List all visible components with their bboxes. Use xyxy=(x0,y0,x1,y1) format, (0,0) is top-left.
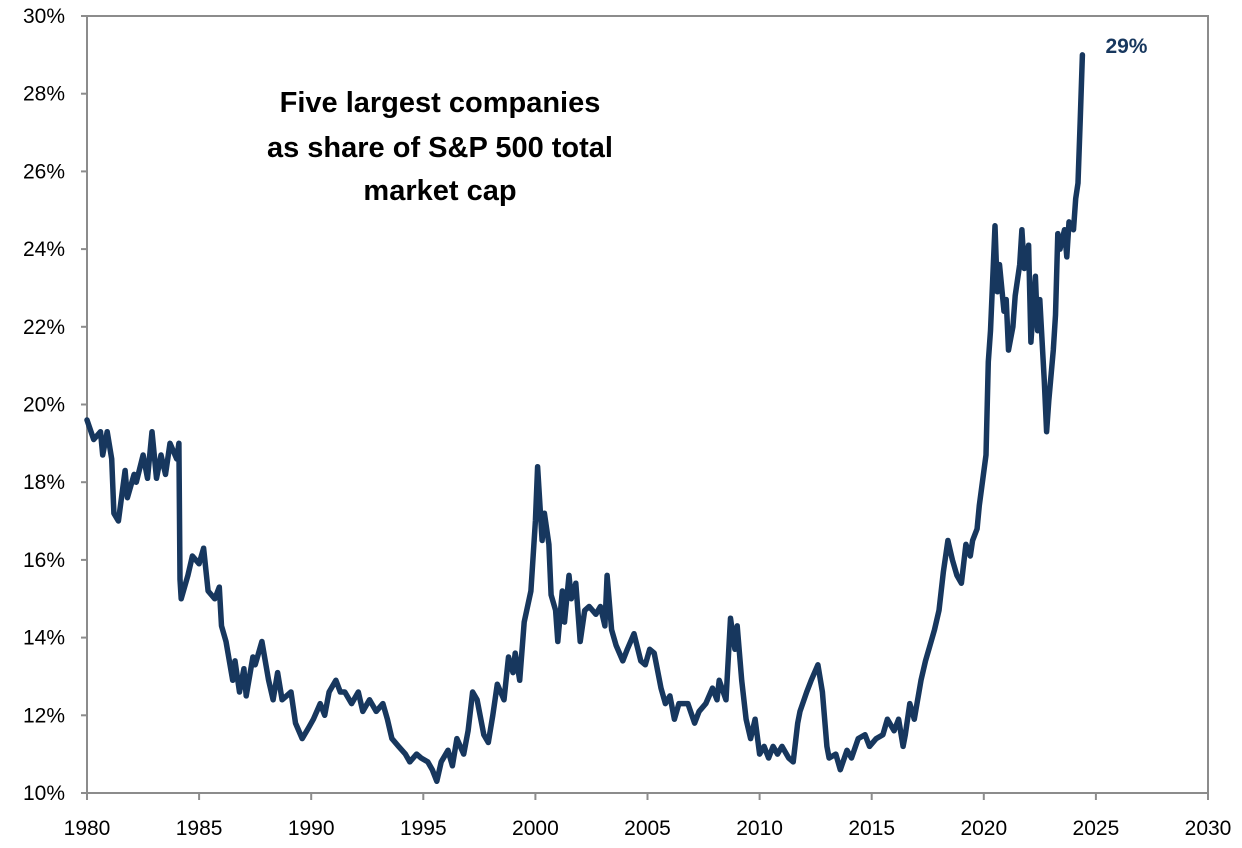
y-tick-label: 10% xyxy=(23,782,65,805)
x-tick-label: 1985 xyxy=(176,817,223,840)
chart-title-line-2: as share of S&P 500 total xyxy=(267,132,613,164)
y-tick-label: 18% xyxy=(23,471,65,494)
last-value-annotation: 29% xyxy=(1105,35,1147,58)
y-tick-label: 28% xyxy=(23,83,65,106)
chart-title-line-3: market cap xyxy=(363,175,516,207)
x-tick-label: 2020 xyxy=(960,817,1007,840)
x-tick-label: 2005 xyxy=(624,817,671,840)
y-tick-label: 26% xyxy=(23,160,65,183)
x-tick-label: 1990 xyxy=(288,817,335,840)
y-tick-label: 30% xyxy=(23,5,65,28)
y-tick-label: 12% xyxy=(23,704,65,727)
plot-area xyxy=(86,15,1209,794)
y-tick-label: 14% xyxy=(23,627,65,650)
y-tick-label: 22% xyxy=(23,316,65,339)
x-tick-label: 1980 xyxy=(64,817,111,840)
x-tick-label: 1995 xyxy=(400,817,447,840)
x-tick-label: 2000 xyxy=(512,817,559,840)
y-tick-label: 20% xyxy=(23,394,65,417)
series-line xyxy=(84,52,1086,785)
y-tick-label: 24% xyxy=(23,238,65,261)
y-tick-label: 16% xyxy=(23,549,65,572)
x-tick-label: 2025 xyxy=(1073,817,1120,840)
x-tick-label: 2010 xyxy=(736,817,783,840)
x-tick-label: 2030 xyxy=(1185,817,1232,840)
chart-title-line-1: Five largest companies xyxy=(280,87,601,119)
x-tick-label: 2015 xyxy=(848,817,895,840)
